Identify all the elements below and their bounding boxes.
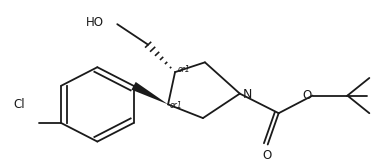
- Text: Cl: Cl: [14, 98, 25, 111]
- Text: O: O: [302, 89, 311, 102]
- Text: or1: or1: [170, 101, 183, 110]
- Text: N: N: [243, 88, 252, 101]
- Text: or1: or1: [178, 65, 191, 74]
- Text: HO: HO: [86, 16, 104, 29]
- Text: O: O: [262, 149, 271, 162]
- Polygon shape: [132, 82, 168, 104]
